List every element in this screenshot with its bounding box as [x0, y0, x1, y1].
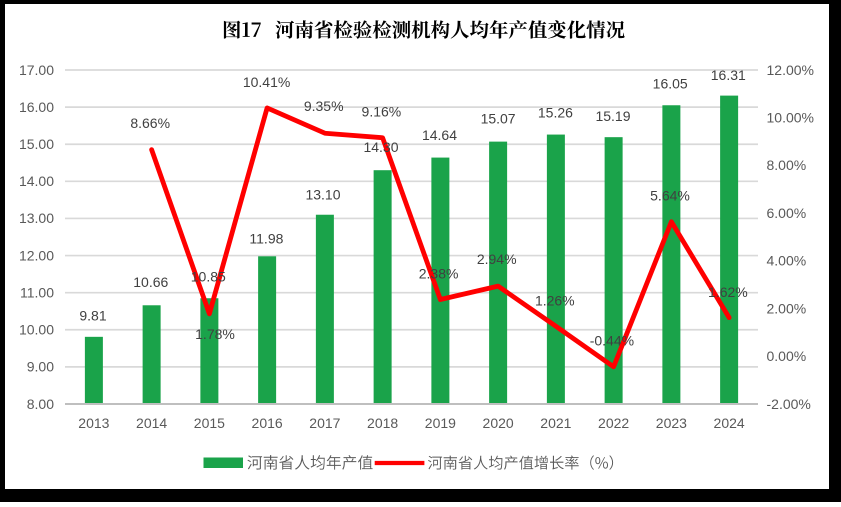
svg-text:11.98: 11.98: [249, 230, 283, 246]
svg-text:8.66%: 8.66%: [130, 115, 170, 131]
svg-text:9.00: 9.00: [27, 359, 54, 375]
svg-text:15.00: 15.00: [19, 136, 54, 152]
svg-text:12.00: 12.00: [19, 247, 54, 263]
svg-text:2015: 2015: [194, 415, 225, 431]
svg-text:-2.00%: -2.00%: [767, 396, 811, 412]
svg-text:12.00%: 12.00%: [767, 62, 814, 78]
svg-text:15.19: 15.19: [595, 108, 630, 124]
svg-text:1.78%: 1.78%: [195, 326, 235, 342]
svg-text:10.41%: 10.41%: [243, 74, 290, 90]
svg-text:11.00: 11.00: [20, 284, 54, 300]
svg-text:2014: 2014: [136, 415, 167, 431]
svg-text:5.64%: 5.64%: [650, 188, 690, 204]
svg-text:2019: 2019: [425, 415, 456, 431]
svg-text:2020: 2020: [483, 415, 514, 431]
svg-text:-0.44%: -0.44%: [590, 333, 634, 349]
svg-text:2.00%: 2.00%: [767, 300, 807, 316]
svg-text:10.85: 10.85: [191, 268, 226, 284]
svg-text:17.00: 17.00: [19, 62, 54, 78]
svg-text:2022: 2022: [598, 415, 629, 431]
svg-text:0.00%: 0.00%: [767, 348, 807, 364]
svg-text:2013: 2013: [78, 415, 109, 431]
svg-text:14.30: 14.30: [363, 139, 398, 155]
svg-text:10.00: 10.00: [19, 322, 54, 338]
svg-text:15.07: 15.07: [481, 111, 516, 127]
svg-text:14.64: 14.64: [422, 127, 457, 143]
svg-text:16.00: 16.00: [19, 99, 54, 115]
svg-text:10.00%: 10.00%: [767, 110, 814, 126]
svg-text:2023: 2023: [656, 415, 687, 431]
svg-text:15.26: 15.26: [538, 104, 573, 120]
svg-text:2021: 2021: [540, 415, 571, 431]
svg-text:8.00: 8.00: [27, 396, 54, 412]
svg-text:9.16%: 9.16%: [362, 104, 402, 120]
svg-text:4.00%: 4.00%: [767, 253, 807, 269]
svg-text:8.00%: 8.00%: [767, 157, 807, 173]
svg-text:2.94%: 2.94%: [477, 251, 517, 267]
svg-text:9.35%: 9.35%: [304, 98, 344, 114]
svg-text:2016: 2016: [252, 415, 283, 431]
svg-text:2.38%: 2.38%: [419, 266, 459, 282]
svg-text:2018: 2018: [367, 415, 398, 431]
svg-text:6.00%: 6.00%: [767, 205, 807, 221]
svg-text:10.66: 10.66: [133, 274, 168, 290]
svg-text:1.62%: 1.62%: [708, 284, 748, 300]
svg-text:13.00: 13.00: [19, 210, 54, 226]
svg-text:2017: 2017: [309, 415, 340, 431]
svg-text:14.00: 14.00: [19, 173, 54, 189]
svg-text:9.81: 9.81: [79, 308, 106, 324]
svg-text:13.10: 13.10: [305, 186, 340, 202]
svg-text:16.31: 16.31: [711, 67, 746, 83]
svg-text:1.26%: 1.26%: [535, 292, 575, 308]
svg-text:2024: 2024: [714, 415, 745, 431]
svg-text:16.05: 16.05: [653, 76, 688, 92]
